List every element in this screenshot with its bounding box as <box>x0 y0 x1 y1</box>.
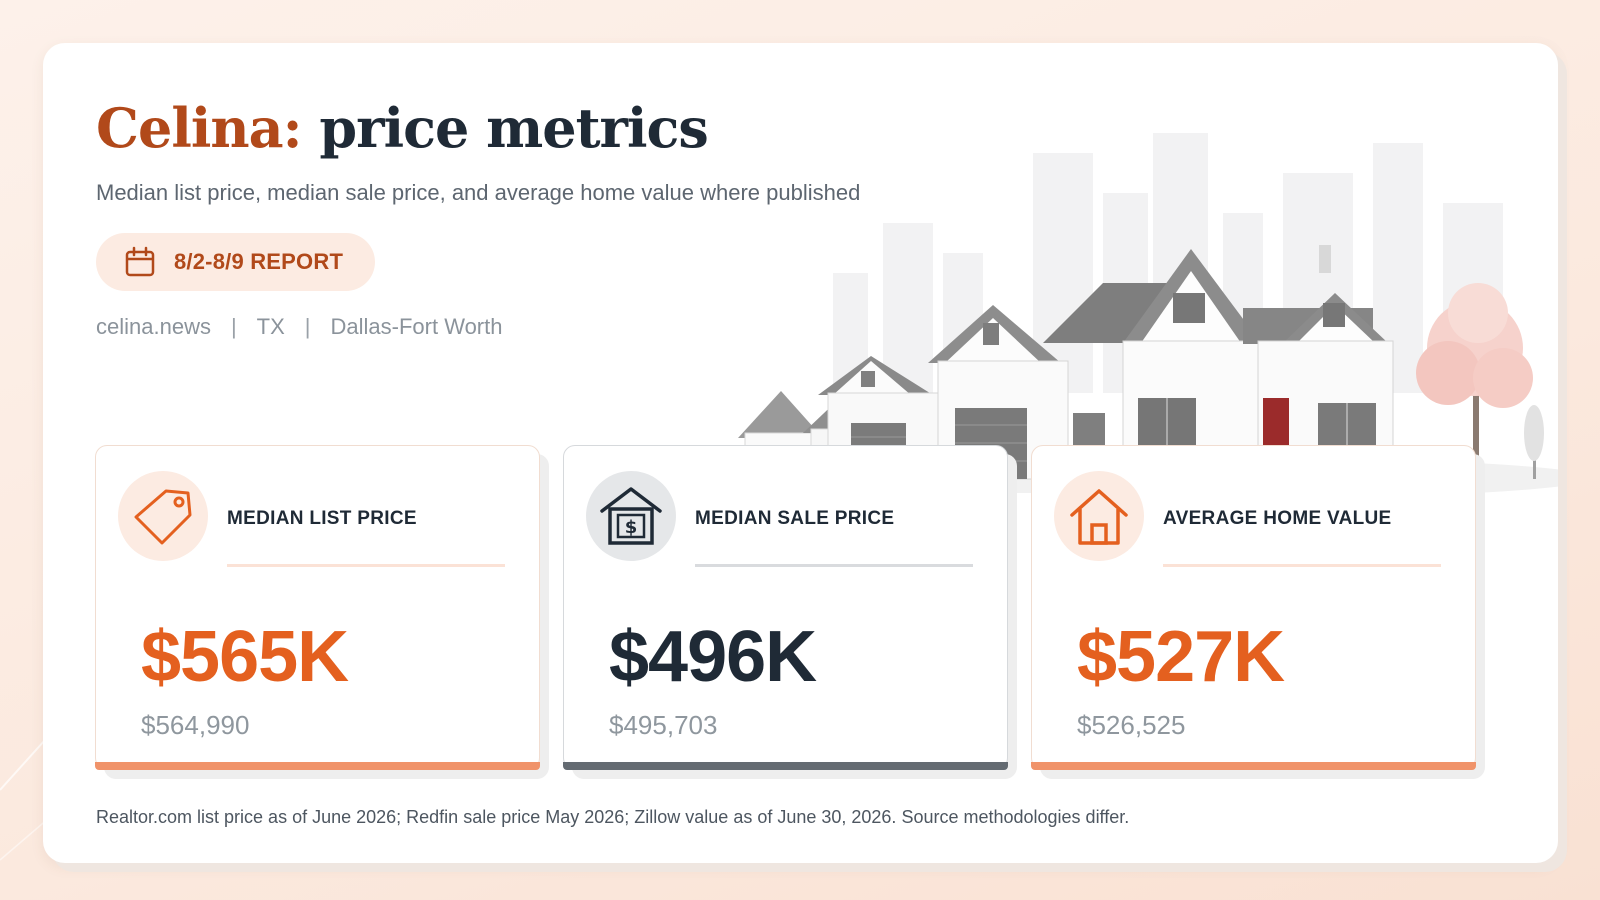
title-text: price metrics <box>319 96 708 160</box>
meta-region: Dallas-Fort Worth <box>330 314 503 339</box>
city-name: Celina: <box>96 96 303 160</box>
meta-separator: | <box>304 314 311 339</box>
divider <box>1163 564 1441 567</box>
divider <box>695 564 973 567</box>
metric-value: $565K <box>141 617 349 697</box>
house-icon <box>1070 489 1128 545</box>
svg-text:$: $ <box>625 517 638 538</box>
metric-card-median-sale-price: $ MEDIAN SALE PRICE $496K $495,703 <box>563 445 1008 770</box>
metric-icon-circle: $ <box>586 471 676 561</box>
calendar-icon <box>125 246 155 277</box>
metric-exact-value: $564,990 <box>141 710 250 740</box>
footnote: Realtor.com list price as of June 2026; … <box>96 807 1130 827</box>
house-dollar-icon: $ <box>600 487 662 545</box>
metric-exact-value: $495,703 <box>609 710 718 740</box>
metric-card-average-home-value: AVERAGE HOME VALUE $527K $526,525 <box>1031 445 1476 770</box>
meta-state: TX <box>256 314 285 339</box>
metric-icon-circle <box>1054 471 1144 561</box>
metric-exact-value: $526,525 <box>1077 710 1186 740</box>
meta-site: celina.news <box>96 314 211 339</box>
accent-bar <box>1031 762 1476 770</box>
metric-label: AVERAGE HOME VALUE <box>1163 508 1392 529</box>
metric-value: $496K <box>609 617 817 697</box>
report-label: 8/2-8/9 REPORT <box>174 249 344 274</box>
metric-label: MEDIAN SALE PRICE <box>695 508 895 529</box>
metric-label: MEDIAN LIST PRICE <box>227 508 417 529</box>
metric-icon-circle <box>118 471 208 561</box>
price-tag-icon <box>134 489 192 545</box>
report-badge: 8/2-8/9 REPORT <box>96 233 376 291</box>
divider <box>227 564 505 567</box>
meta-line: celina.news | TX | Dallas-Fort Worth <box>96 314 502 340</box>
metric-value: $527K <box>1077 617 1285 697</box>
metric-card-median-list-price: MEDIAN LIST PRICE $565K $564,990 <box>95 445 540 770</box>
page-title: Celina: price metrics <box>96 101 709 155</box>
accent-bar <box>563 762 1008 770</box>
meta-separator: | <box>230 314 237 339</box>
page-subtitle: Median list price, median sale price, an… <box>96 180 861 205</box>
accent-bar <box>95 762 540 770</box>
report-card: Celina: price metrics Median list price,… <box>43 43 1558 863</box>
